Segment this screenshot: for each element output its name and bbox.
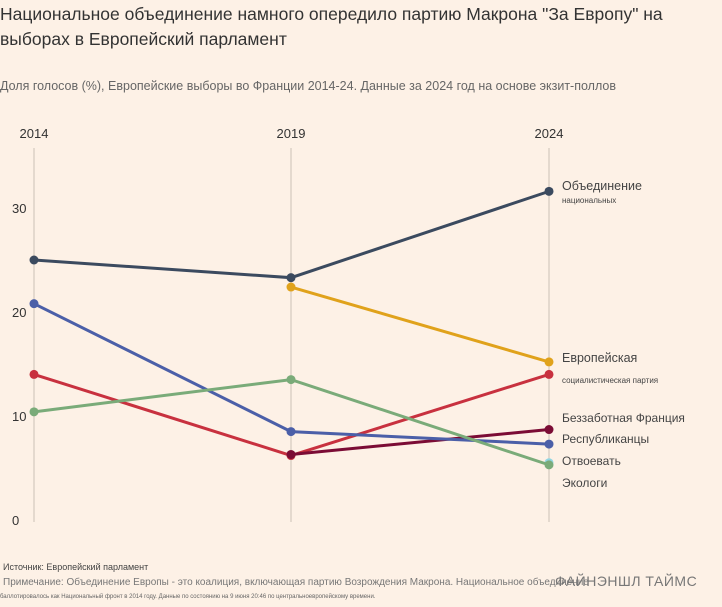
series-label: Экологи: [562, 476, 607, 490]
data-point: [286, 449, 296, 459]
series-label: Отвоевать: [562, 454, 621, 468]
data-point: [544, 425, 554, 435]
source-note: Источник: Европейский парламент: [3, 562, 149, 572]
data-point: [286, 427, 296, 437]
data-point: [544, 369, 554, 379]
footnote: Примечание: Объединение Европы - это коа…: [3, 577, 589, 588]
data-point: [286, 375, 296, 385]
brand-logo: ФАЙНЭНШЛ ТАЙМС: [555, 573, 698, 589]
footnote-continued: баллотировалось как Национальный фронт в…: [0, 594, 376, 600]
series-label: Европейская: [562, 351, 637, 365]
x-tick-label: 2014: [20, 126, 49, 141]
chart-title: Национальное объединение намного опереди…: [0, 4, 663, 49]
y-tick-label: 30: [12, 201, 26, 216]
series-line: [290, 285, 550, 364]
data-point: [286, 273, 296, 283]
data-point: [29, 255, 39, 265]
series-label: Республиканцы: [562, 432, 649, 446]
data-point: [544, 460, 554, 470]
x-tick-label: 2024: [535, 126, 564, 141]
series-label: национальных: [562, 196, 616, 205]
data-point: [29, 369, 39, 379]
x-tick-label: 2019: [277, 126, 306, 141]
data-point: [544, 186, 554, 196]
data-point: [544, 439, 554, 449]
y-tick-label: 20: [12, 305, 26, 320]
series-label: Объединение: [562, 179, 642, 193]
data-point: [544, 357, 554, 367]
data-point: [286, 282, 296, 292]
data-point: [29, 299, 39, 309]
chart-subtitle: Доля голосов (%), Европейские выборы во …: [0, 79, 616, 93]
series-line: [290, 428, 550, 456]
y-tick-label: 10: [12, 409, 26, 424]
series-label: Беззаботная Франция: [562, 411, 685, 425]
series-label: социалистическая партия: [562, 376, 658, 385]
y-tick-label: 0: [12, 513, 19, 528]
data-point: [29, 407, 39, 417]
